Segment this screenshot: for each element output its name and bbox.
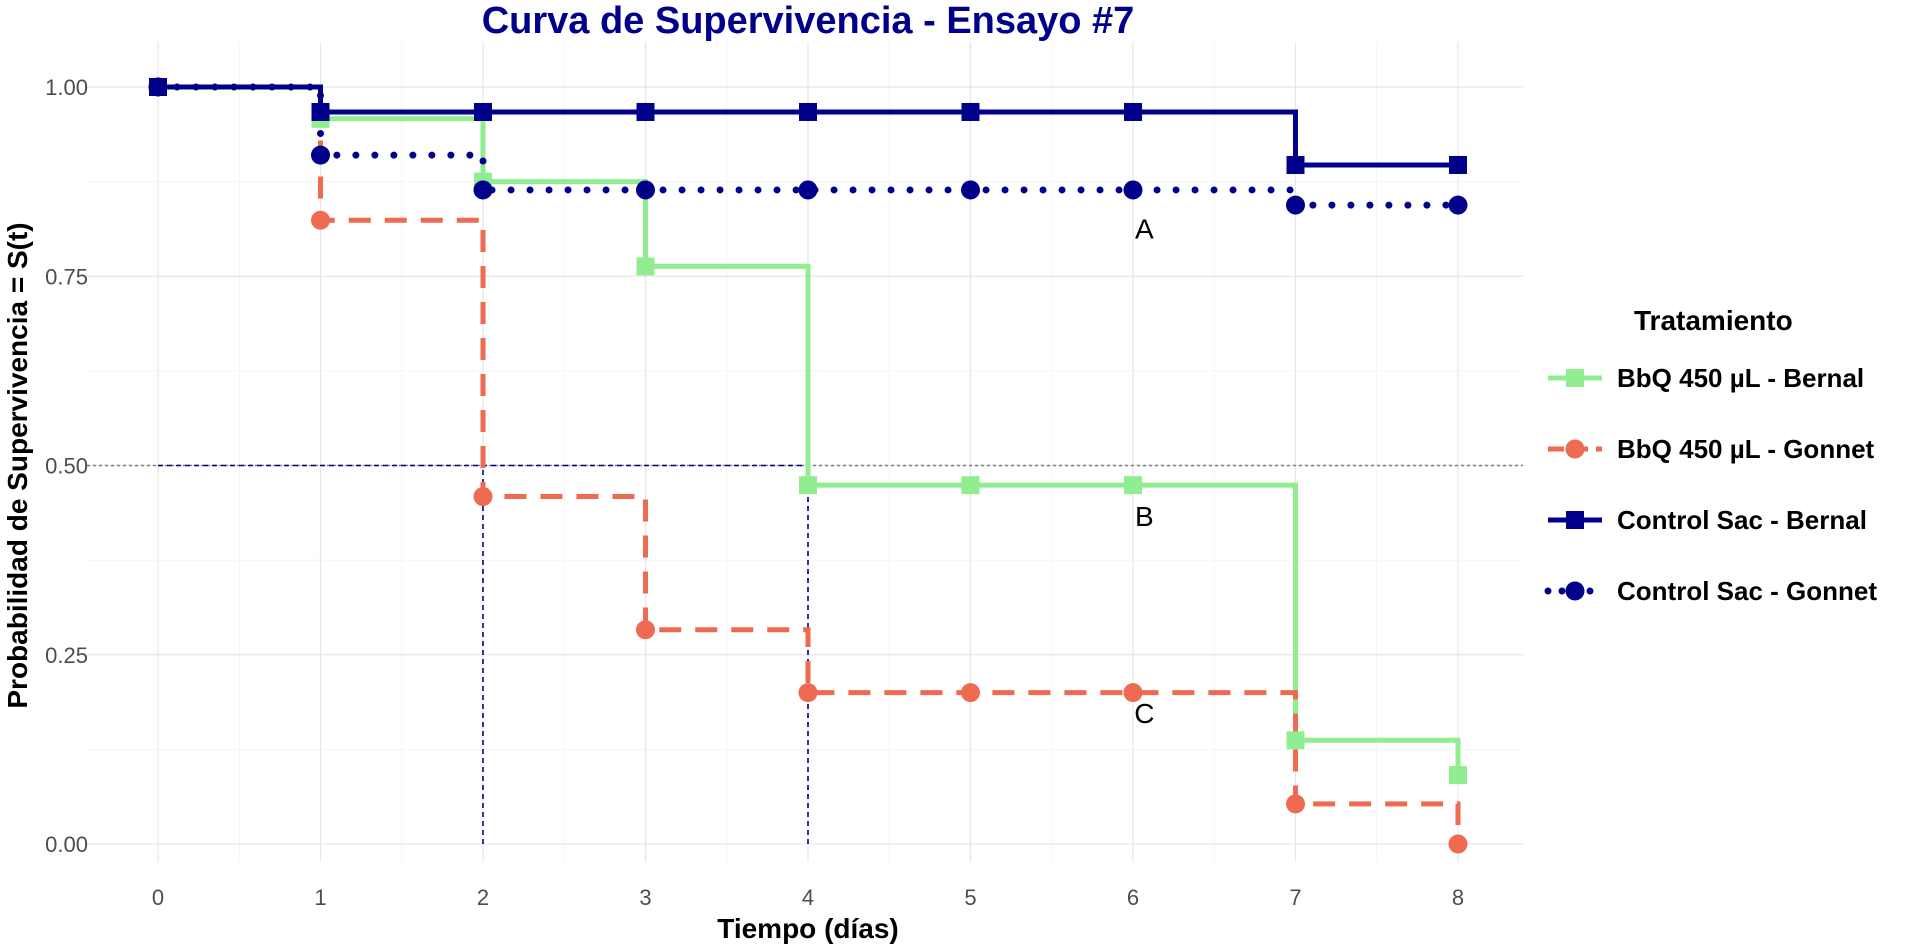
- legend-key-marker: [1565, 439, 1585, 459]
- y-tick-label: 0.25: [45, 643, 88, 668]
- x-tick-label: 2: [477, 885, 489, 910]
- y-axis-title: Probabilidad de Supervivencia = S(t): [2, 222, 33, 708]
- data-point: [311, 210, 330, 230]
- series-line: [158, 84, 1461, 776]
- data-point: [1286, 794, 1305, 814]
- x-tick-label: 8: [1452, 885, 1464, 910]
- data-point: [1124, 476, 1142, 495]
- legend-title: Tratamiento: [1634, 305, 1793, 336]
- data-point: [798, 180, 818, 200]
- legend-item-label: BbQ 450 µL - Bernal: [1617, 363, 1864, 393]
- x-axis-title: Tiempo (días): [717, 913, 899, 944]
- data-point: [961, 683, 980, 703]
- x-tick-label: 5: [964, 885, 976, 910]
- legend-key-marker: [1566, 511, 1584, 529]
- data-point: [1123, 683, 1143, 703]
- annotation-label: B: [1135, 501, 1154, 532]
- data-point: [473, 487, 493, 507]
- data-point: [1124, 102, 1142, 121]
- data-point: [1448, 834, 1468, 854]
- data-point: [149, 78, 167, 96]
- legend-item-label: Control Sac - Gonnet: [1617, 576, 1877, 606]
- data-point: [1286, 731, 1305, 750]
- data-point: [1449, 155, 1467, 174]
- data-point: [799, 476, 817, 495]
- x-tick-label: 0: [152, 885, 164, 910]
- y-tick-label: 0.75: [45, 264, 88, 289]
- data-point: [473, 180, 493, 200]
- x-tick-label: 4: [802, 885, 814, 910]
- data-point: [311, 145, 330, 165]
- data-point: [961, 476, 980, 495]
- series-line: [158, 84, 1461, 844]
- legend-item-label: BbQ 450 µL - Gonnet: [1617, 434, 1875, 464]
- data-point: [636, 102, 655, 121]
- x-tick-label: 3: [639, 885, 651, 910]
- data-point: [311, 102, 330, 121]
- y-tick-label: 1.00: [45, 75, 88, 100]
- legend-key-marker: [1566, 369, 1584, 387]
- y-tick-label: 0.00: [45, 832, 88, 857]
- y-tick-label: 0.50: [45, 454, 88, 479]
- data-point: [636, 620, 655, 640]
- data-point: [1448, 195, 1468, 215]
- data-point: [1286, 155, 1305, 174]
- data-point: [1123, 180, 1143, 200]
- data-point: [636, 180, 655, 200]
- legend-item-label: Control Sac - Bernal: [1617, 505, 1867, 535]
- data-point: [636, 257, 655, 276]
- annotation-label: A: [1135, 213, 1154, 244]
- x-tick-label: 1: [314, 885, 326, 910]
- annotation-label: C: [1134, 698, 1154, 729]
- chart-title: Curva de Supervivencia - Ensayo #7: [482, 0, 1135, 42]
- data-point: [961, 102, 980, 121]
- data-point: [1286, 195, 1305, 215]
- data-point: [474, 102, 492, 121]
- x-tick-label: 6: [1127, 885, 1139, 910]
- data-point: [798, 683, 818, 703]
- legend-key-marker: [1565, 581, 1585, 601]
- data-point: [961, 180, 980, 200]
- data-point: [799, 102, 817, 121]
- x-tick-label: 7: [1289, 885, 1301, 910]
- data-point: [1449, 766, 1467, 785]
